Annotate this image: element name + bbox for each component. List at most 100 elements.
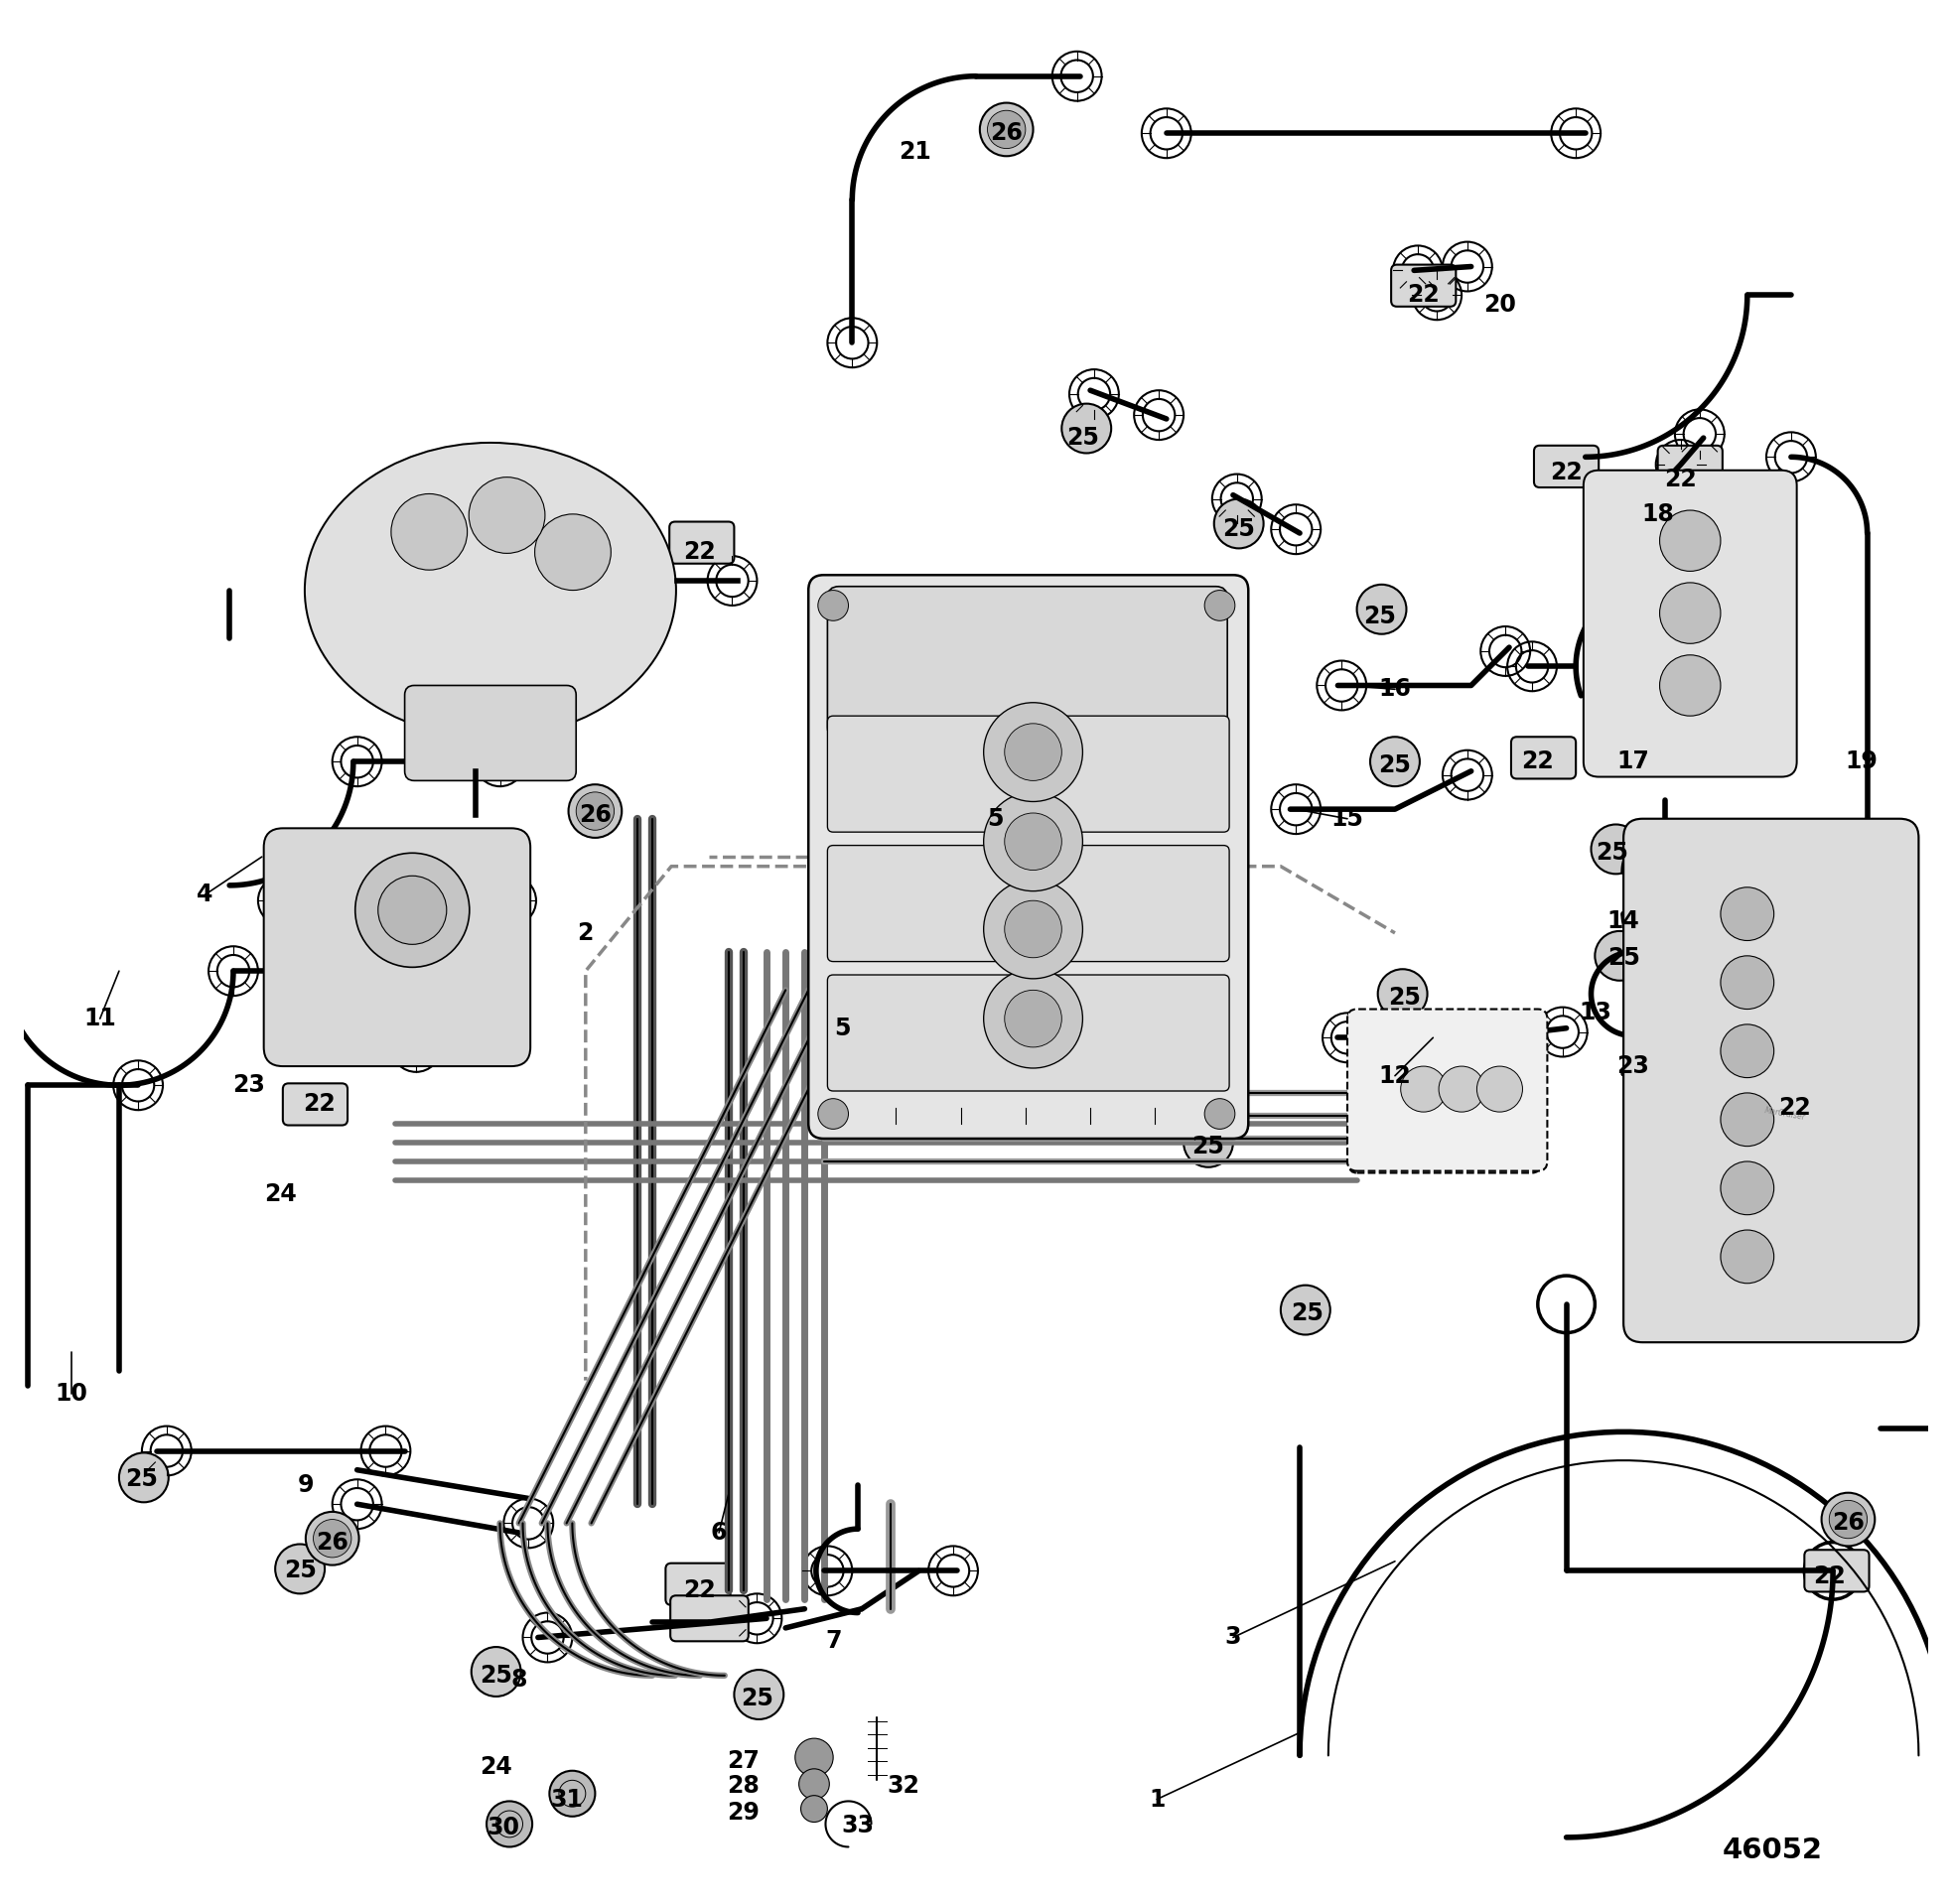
Circle shape [1204,590,1236,621]
Text: 5: 5 [835,1017,851,1040]
FancyBboxPatch shape [670,522,734,564]
Circle shape [988,110,1025,149]
Text: 29: 29 [728,1801,759,1824]
Circle shape [379,876,447,944]
Text: 12: 12 [1378,1064,1411,1087]
Circle shape [1370,737,1419,786]
Text: 25: 25 [1362,605,1396,628]
Text: 22: 22 [303,1093,336,1116]
Text: 22: 22 [1665,468,1696,491]
Text: 26: 26 [1831,1512,1864,1535]
Circle shape [984,969,1083,1068]
Text: 32: 32 [888,1775,919,1797]
Text: 28: 28 [728,1775,759,1797]
Text: 27: 27 [728,1750,759,1773]
Text: 1: 1 [1150,1788,1165,1811]
Circle shape [800,1795,828,1822]
Text: 26: 26 [990,122,1023,145]
Text: 22: 22 [1813,1565,1845,1588]
Circle shape [980,103,1033,156]
Circle shape [568,784,623,838]
Circle shape [1005,990,1062,1047]
FancyBboxPatch shape [1349,1024,1540,1173]
FancyBboxPatch shape [808,575,1249,1139]
Circle shape [468,478,545,554]
Text: 25: 25 [1222,518,1255,541]
Text: 11: 11 [84,1007,117,1030]
Text: 26: 26 [316,1531,349,1554]
Text: 25: 25 [1388,986,1421,1009]
Circle shape [1478,1066,1523,1112]
FancyBboxPatch shape [283,1083,347,1125]
Text: 23: 23 [232,1074,265,1097]
FancyBboxPatch shape [828,716,1230,832]
FancyBboxPatch shape [1657,446,1722,487]
Circle shape [486,1801,533,1847]
Text: 22: 22 [1778,1097,1811,1120]
Circle shape [1595,931,1644,981]
Text: 25: 25 [1193,1135,1224,1158]
Circle shape [984,880,1083,979]
Text: 30: 30 [488,1816,519,1839]
Circle shape [275,1544,324,1594]
FancyBboxPatch shape [828,845,1230,962]
Text: 25: 25 [1378,754,1411,777]
Text: 25: 25 [480,1664,513,1687]
Text: 22: 22 [683,541,716,564]
Circle shape [734,1670,783,1719]
Circle shape [1720,1161,1774,1215]
Circle shape [1378,969,1427,1019]
Text: 22: 22 [683,1578,716,1601]
Text: 24: 24 [480,1755,511,1778]
Circle shape [1659,510,1720,571]
FancyBboxPatch shape [404,685,576,781]
Circle shape [355,853,468,967]
Circle shape [119,1453,168,1502]
Circle shape [1720,887,1774,941]
FancyBboxPatch shape [1347,1009,1548,1171]
Circle shape [1720,956,1774,1009]
Text: 14: 14 [1606,910,1640,933]
Text: 24: 24 [265,1182,297,1205]
Circle shape [1821,1493,1874,1546]
Text: 9: 9 [297,1474,314,1497]
Circle shape [1281,1285,1329,1335]
Circle shape [1720,1230,1774,1283]
Text: 22: 22 [1521,750,1554,773]
Text: 8: 8 [511,1668,527,1691]
Text: 19: 19 [1845,750,1878,773]
FancyBboxPatch shape [666,1563,730,1605]
Circle shape [535,514,611,590]
Text: 5: 5 [988,807,1003,830]
Circle shape [1005,901,1062,958]
FancyBboxPatch shape [1804,1550,1870,1592]
Circle shape [1829,1500,1868,1538]
Circle shape [576,792,615,830]
Text: 15: 15 [1331,807,1364,830]
Circle shape [818,590,849,621]
Text: 3: 3 [1226,1626,1241,1649]
Text: 10: 10 [55,1382,88,1405]
Circle shape [984,703,1083,802]
Circle shape [1402,1066,1446,1112]
Circle shape [1720,1024,1774,1078]
Text: 7: 7 [826,1630,841,1653]
Circle shape [984,792,1083,891]
Text: 25: 25 [1290,1302,1323,1325]
Text: 21: 21 [898,141,931,164]
FancyBboxPatch shape [1511,737,1575,779]
Text: 46052: 46052 [1722,1837,1821,1864]
Text: 2: 2 [578,922,593,944]
Text: 26: 26 [580,803,611,826]
Text: 23: 23 [1616,1055,1649,1078]
FancyBboxPatch shape [1534,446,1599,487]
Circle shape [1204,1099,1236,1129]
Text: 25: 25 [1066,426,1099,449]
Circle shape [794,1738,834,1776]
Text: 20: 20 [1484,293,1517,316]
Circle shape [1659,655,1720,716]
Circle shape [1062,404,1111,453]
Circle shape [1357,585,1405,634]
Circle shape [549,1771,595,1816]
Text: 25: 25 [1595,842,1628,864]
